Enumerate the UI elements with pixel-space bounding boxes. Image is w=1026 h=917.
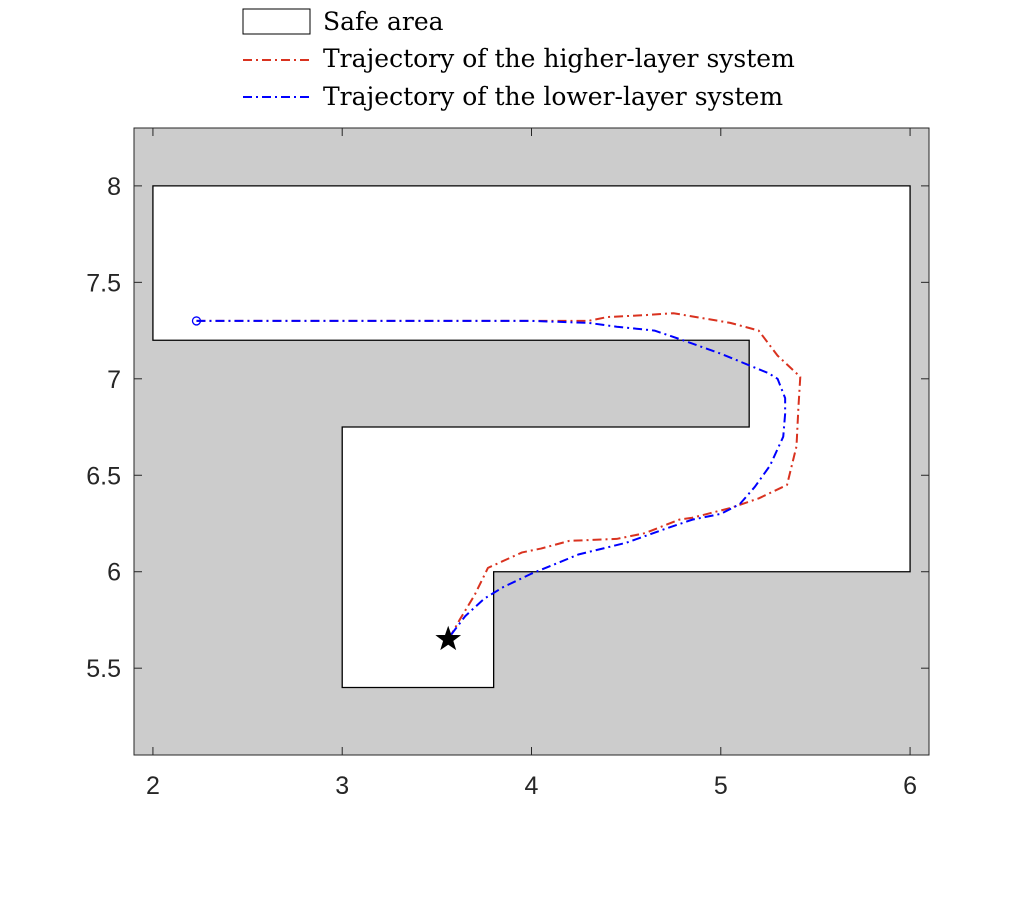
y-tick-label: 6 bbox=[107, 559, 121, 587]
y-tick-label: 6.5 bbox=[86, 462, 121, 490]
plot-area: 2 3 4 5 6 5.5 6 6.5 7 7.5 8 bbox=[86, 127, 930, 800]
x-tick-label: 3 bbox=[335, 772, 349, 800]
legend: Safe area Trajectory of the higher-layer… bbox=[242, 7, 795, 111]
y-tick-label: 7.5 bbox=[86, 269, 121, 297]
start-point-marker bbox=[191, 316, 202, 326]
y-tick-label: 7 bbox=[107, 366, 121, 394]
y-tick-label: 5.5 bbox=[86, 655, 121, 683]
legend-label-higher-layer: Trajectory of the higher-layer system bbox=[323, 44, 795, 73]
series-line-higher-layer bbox=[196, 312, 802, 640]
x-tick-label: 6 bbox=[903, 772, 917, 800]
y-tick-label: 8 bbox=[107, 173, 121, 201]
safe-area-polygon bbox=[152, 185, 911, 689]
legend-label-safe-area: Safe area bbox=[323, 7, 444, 36]
x-tick-label: 4 bbox=[525, 772, 539, 800]
series-line-lower-layer bbox=[196, 319, 787, 640]
x-tick-label: 5 bbox=[714, 772, 728, 800]
legend-swatch-safe-area bbox=[242, 8, 311, 35]
x-tick-label: 2 bbox=[146, 772, 160, 800]
goal-star-marker bbox=[435, 625, 462, 651]
legend-label-lower-layer: Trajectory of the lower-layer system bbox=[323, 82, 783, 111]
